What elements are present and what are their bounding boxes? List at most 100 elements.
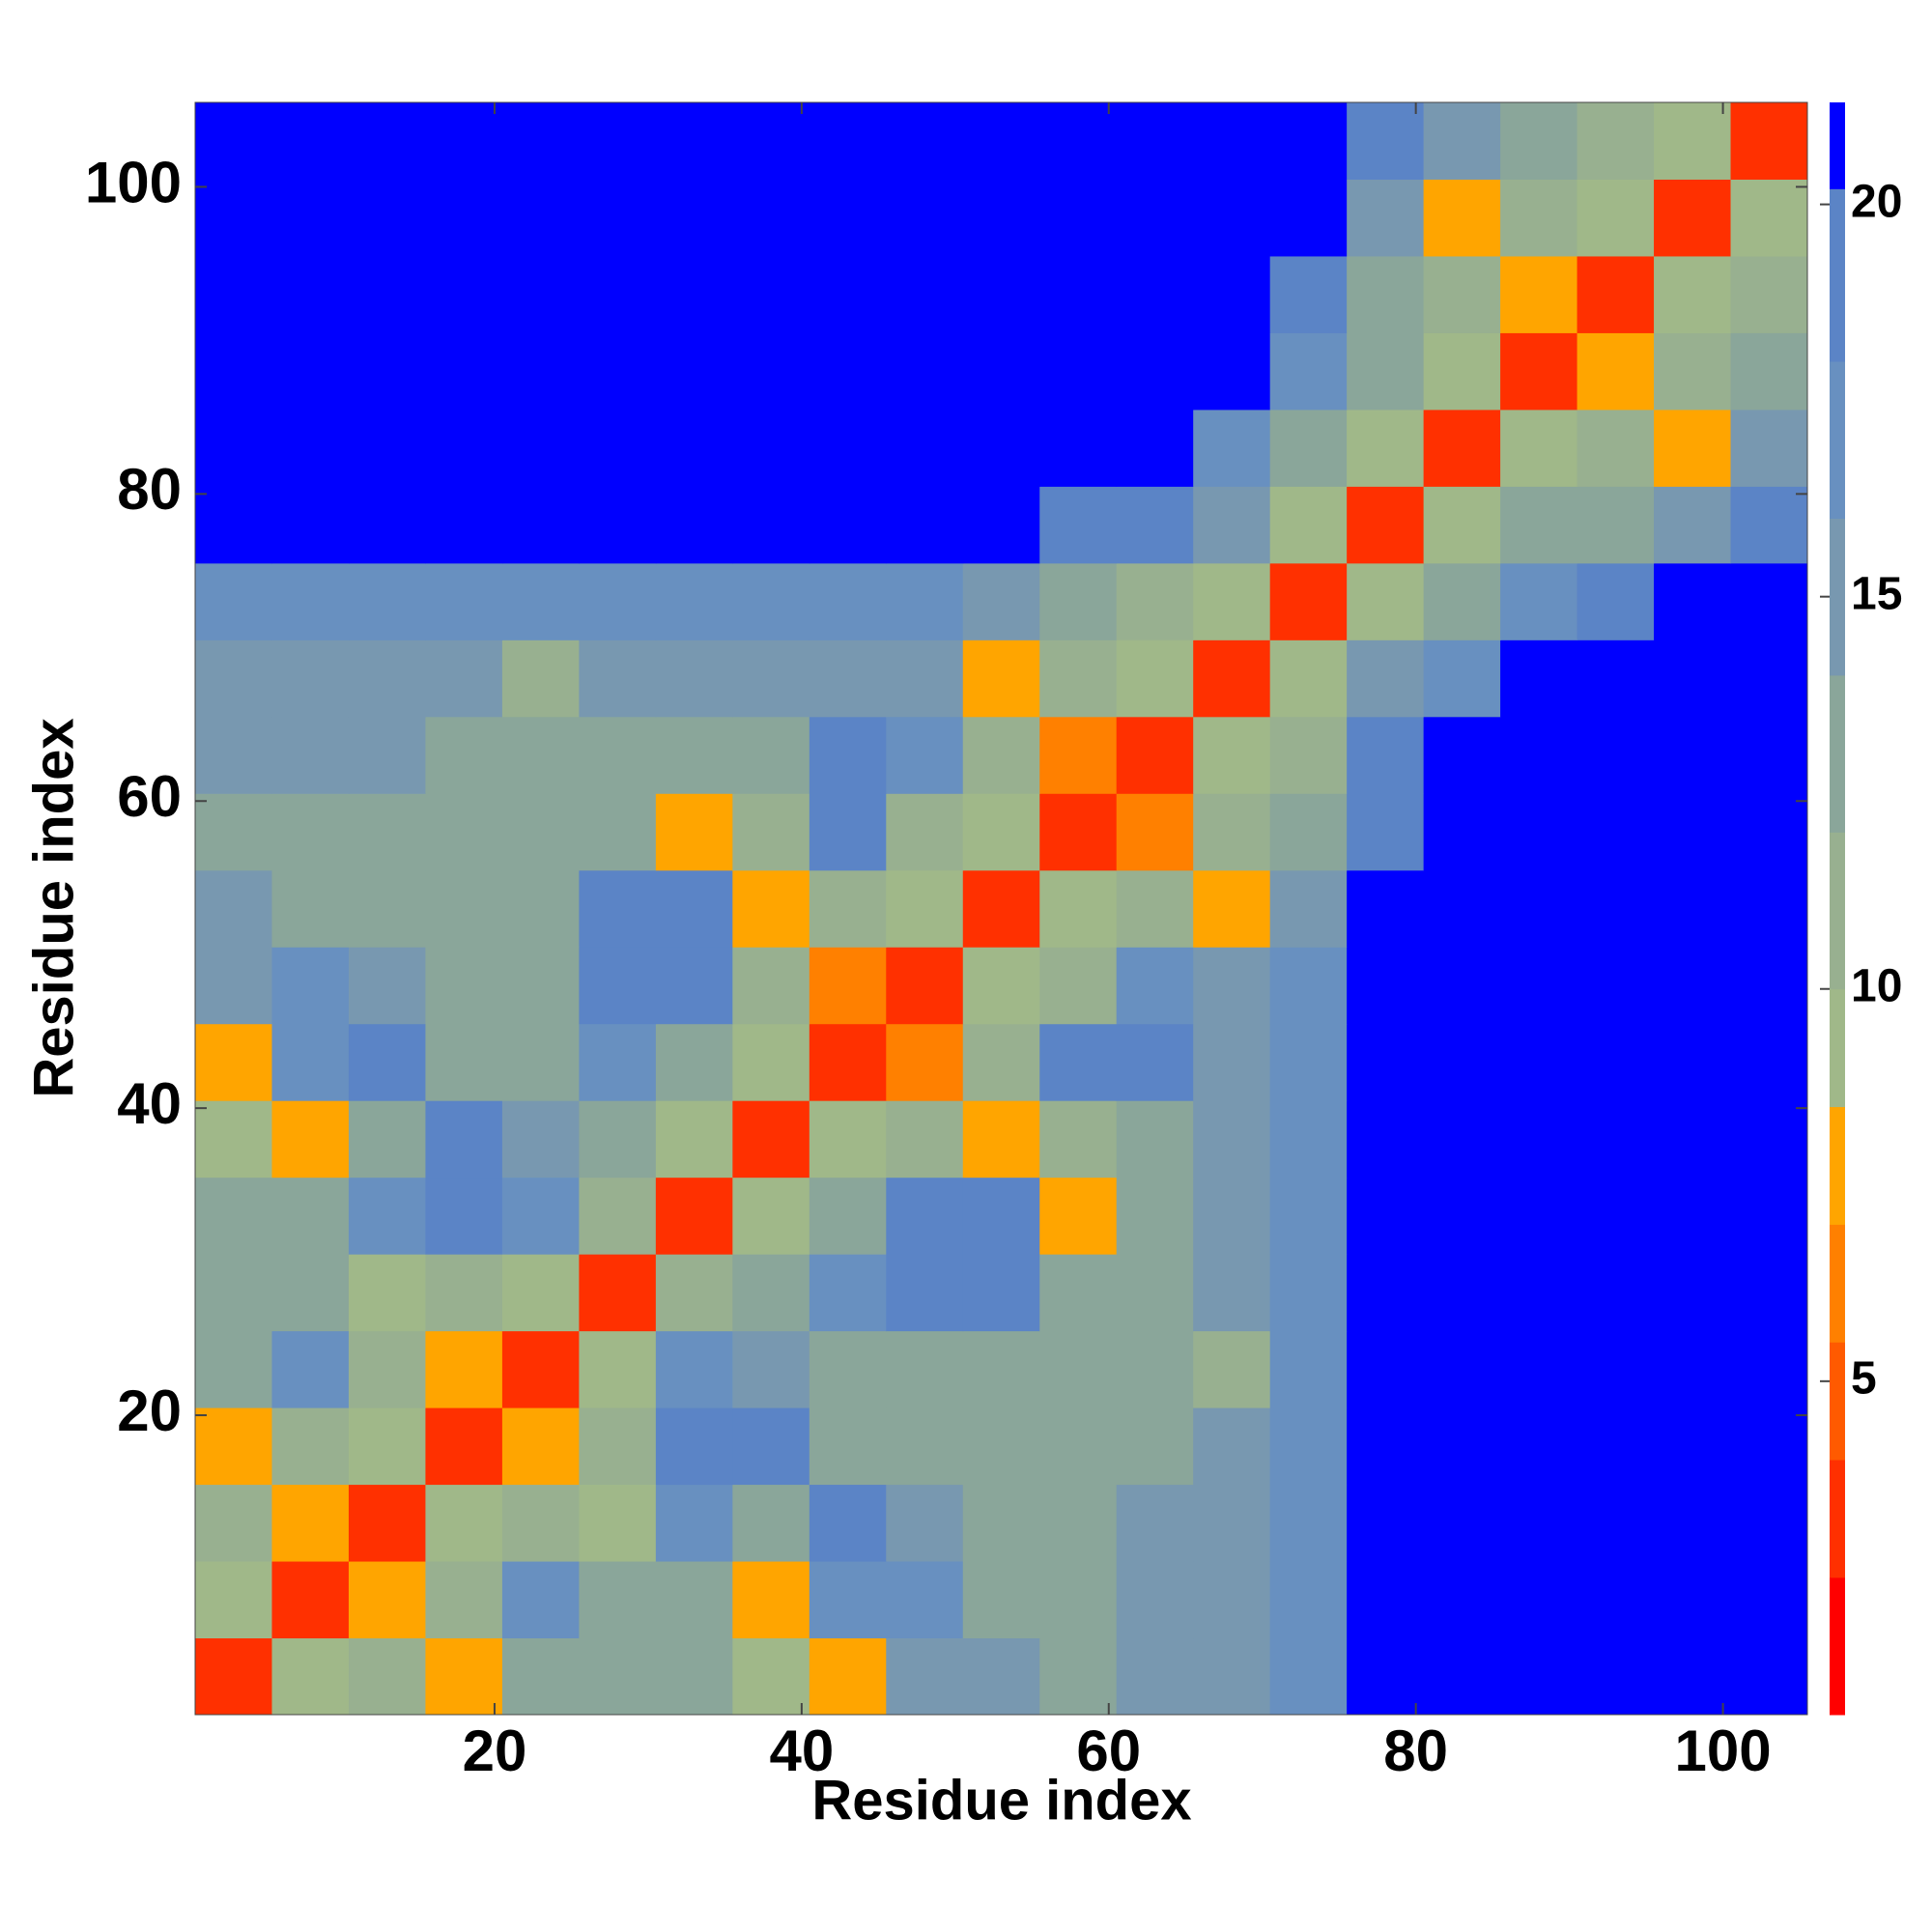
heatmap-cell [271,332,350,411]
heatmap-cell [348,1407,426,1486]
heatmap-cell [1577,179,1655,257]
heatmap-cell [1654,1100,1732,1179]
heatmap-cell [886,179,964,257]
heatmap-cell [1423,1177,1501,1255]
heatmap-cell [1039,1407,1118,1486]
heatmap-cell [886,1637,964,1716]
heatmap-cell [1269,179,1348,257]
heatmap-cell [886,1100,964,1179]
heatmap-cell [1193,869,1271,948]
heatmap-cell [809,332,887,411]
heatmap-cell [271,562,350,640]
heatmap-cell [1347,332,1425,411]
heatmap-cell [732,102,810,180]
heatmap-cell [501,1407,580,1486]
colorbar-segment [1830,1577,1845,1716]
heatmap-cell [1500,793,1578,871]
colorbar-segment [1830,518,1845,676]
heatmap-cell [425,793,503,871]
heatmap-cell [195,1407,272,1486]
colorbar-segment [1830,988,1845,1108]
heatmap-cell [962,1561,1040,1639]
heatmap-cell [886,793,964,871]
heatmap-cell [1193,1100,1271,1179]
heatmap-cell [1039,409,1118,487]
x-tick-label: 60 [1076,1719,1141,1783]
heatmap-cell [425,1484,503,1562]
heatmap-cell [1500,1330,1578,1408]
heatmap-cell [1500,1023,1578,1101]
heatmap-cell [501,332,580,411]
heatmap-cell [348,486,426,564]
heatmap-cell [809,486,887,564]
heatmap-cell [1423,1637,1501,1716]
heatmap-cell [579,1177,657,1255]
heatmap-cell [962,1637,1040,1716]
heatmap-cell [962,562,1040,640]
heatmap-cell [962,102,1040,180]
heatmap-cell [1269,947,1348,1025]
heatmap-cell [732,179,810,257]
heatmap-cell [1116,102,1194,180]
heatmap-cell [501,639,580,718]
heatmap-cell [195,1023,272,1101]
heatmap-cell [1269,1023,1348,1101]
y-axis-label: Residue index [22,718,85,1097]
heatmap-cell [886,1484,964,1562]
x-tick-label: 40 [769,1719,834,1783]
x-axis-label: Residue index [811,1769,1191,1832]
heatmap-cell [886,1330,964,1408]
heatmap-cell [579,1330,657,1408]
heatmap-cell [1116,332,1194,411]
heatmap-cell [195,1100,272,1179]
heatmap-cell [732,639,810,718]
heatmap-cell [655,716,733,794]
heatmap-cell [425,1561,503,1639]
heatmap-cell [655,102,733,180]
heatmap-cell [962,716,1040,794]
heatmap-cell [1347,486,1425,564]
heatmap-cell [886,1254,964,1332]
heatmap-cell [655,255,733,333]
heatmap-cell [425,332,503,411]
heatmap-cell [425,102,503,180]
heatmap-cell [1347,1330,1425,1408]
heatmap-cell [1116,639,1194,718]
heatmap-cell [501,1177,580,1255]
heatmap-cell [1577,1561,1655,1639]
heatmap-cell [348,255,426,333]
heatmap-cell [1269,869,1348,948]
heatmap-cell [1269,1177,1348,1255]
heatmap-cell [732,1330,810,1408]
heatmap-cell [1500,332,1578,411]
heatmap-cell [1730,562,1808,640]
heatmap-cell [271,179,350,257]
heatmap-cell [271,947,350,1025]
heatmap-cell [655,1177,733,1255]
heatmap-cell [809,102,887,180]
heatmap-cell [1423,716,1501,794]
heatmap-cell [962,486,1040,564]
heatmap-cell [1577,102,1655,180]
heatmap-cell [195,1330,272,1408]
heatmap-cell [1116,869,1194,948]
heatmap-cell [1116,255,1194,333]
heatmap-cell [1500,1637,1578,1716]
heatmap-cell [809,255,887,333]
heatmap-cell [1423,102,1501,180]
heatmap-cell [501,1100,580,1179]
colorbar-tick-label: 5 [1851,1353,1877,1405]
heatmap-cell [1347,409,1425,487]
heatmap-cell [1500,179,1578,257]
heatmap-cell [732,255,810,333]
heatmap-cell [886,716,964,794]
heatmap-cell [195,716,272,794]
heatmap-cell [886,869,964,948]
heatmap-cell [501,1330,580,1408]
heatmap-cell [1730,179,1808,257]
heatmap-cell [271,793,350,871]
heatmap-cell [1730,255,1808,333]
heatmap-cell [195,1484,272,1562]
colorbar-tick-label: 15 [1851,568,1902,619]
